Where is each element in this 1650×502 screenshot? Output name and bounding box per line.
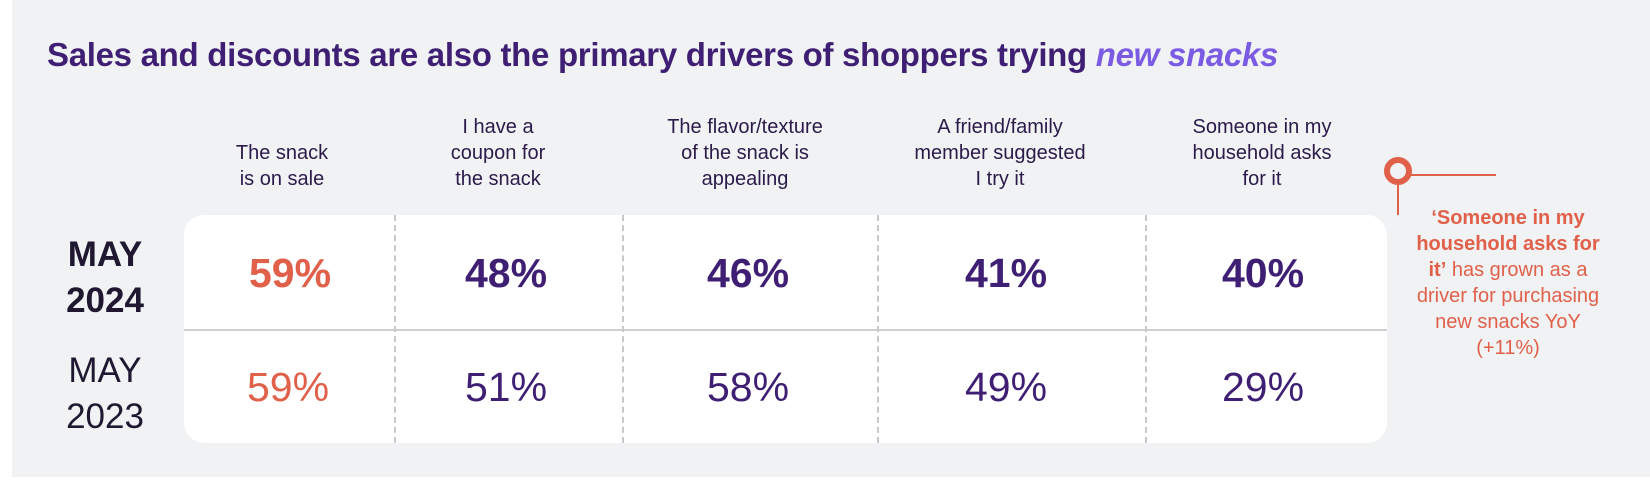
value-2024-household: 40% [1221,250,1305,296]
column-divider [1145,215,1147,443]
value-2023-coupon: 51% [464,364,548,410]
title-emphasis: new snacks [1095,36,1279,73]
title-main: Sales and discounts are also the primary… [47,36,1096,73]
value-2023-flavor: 58% [706,364,790,410]
annotation-pin-icon [1384,157,1412,185]
row-divider [184,329,1387,331]
annotation-bold: ‘Someone in my household asks for it’ [1416,207,1600,281]
value-2024-flavor: 46% [706,250,790,296]
column-header-friend: A friend/family member suggested I try i… [914,116,1086,190]
annotation-callout: ‘Someone in my household asks for it’ ha… [1408,205,1608,361]
row-label-may-2023: MAY 2023 [66,351,144,436]
value-2023-on-sale: 59% [246,364,330,410]
annotation-pin-stem [1397,185,1399,215]
column-header-on-sale: The snack is on sale [235,142,329,190]
column-header-coupon: I have a coupon for the snack [450,116,546,190]
column-divider [877,215,879,443]
value-2024-friend: 41% [964,250,1048,296]
column-header-household: Someone in my household asks for it [1192,116,1332,190]
annotation-body: has grown as a driver for purchasing new… [1416,259,1600,359]
annotation-pin-line [1410,174,1496,176]
value-2024-coupon: 48% [464,250,548,296]
column-divider [394,215,396,443]
value-2023-friend: 49% [964,364,1048,410]
value-2024-on-sale: 59% [248,250,332,296]
row-label-may-2024: MAY 2024 [66,235,144,320]
column-divider [622,215,624,443]
column-header-flavor: The flavor/texture of the snack is appea… [667,116,823,190]
value-2023-household: 29% [1221,364,1305,410]
chart-title: Sales and discounts are also the primary… [47,36,1278,74]
